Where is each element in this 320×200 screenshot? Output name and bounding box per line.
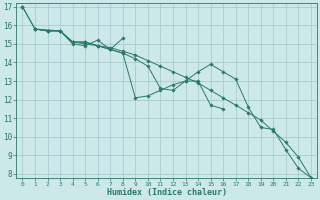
X-axis label: Humidex (Indice chaleur): Humidex (Indice chaleur) — [107, 188, 227, 197]
